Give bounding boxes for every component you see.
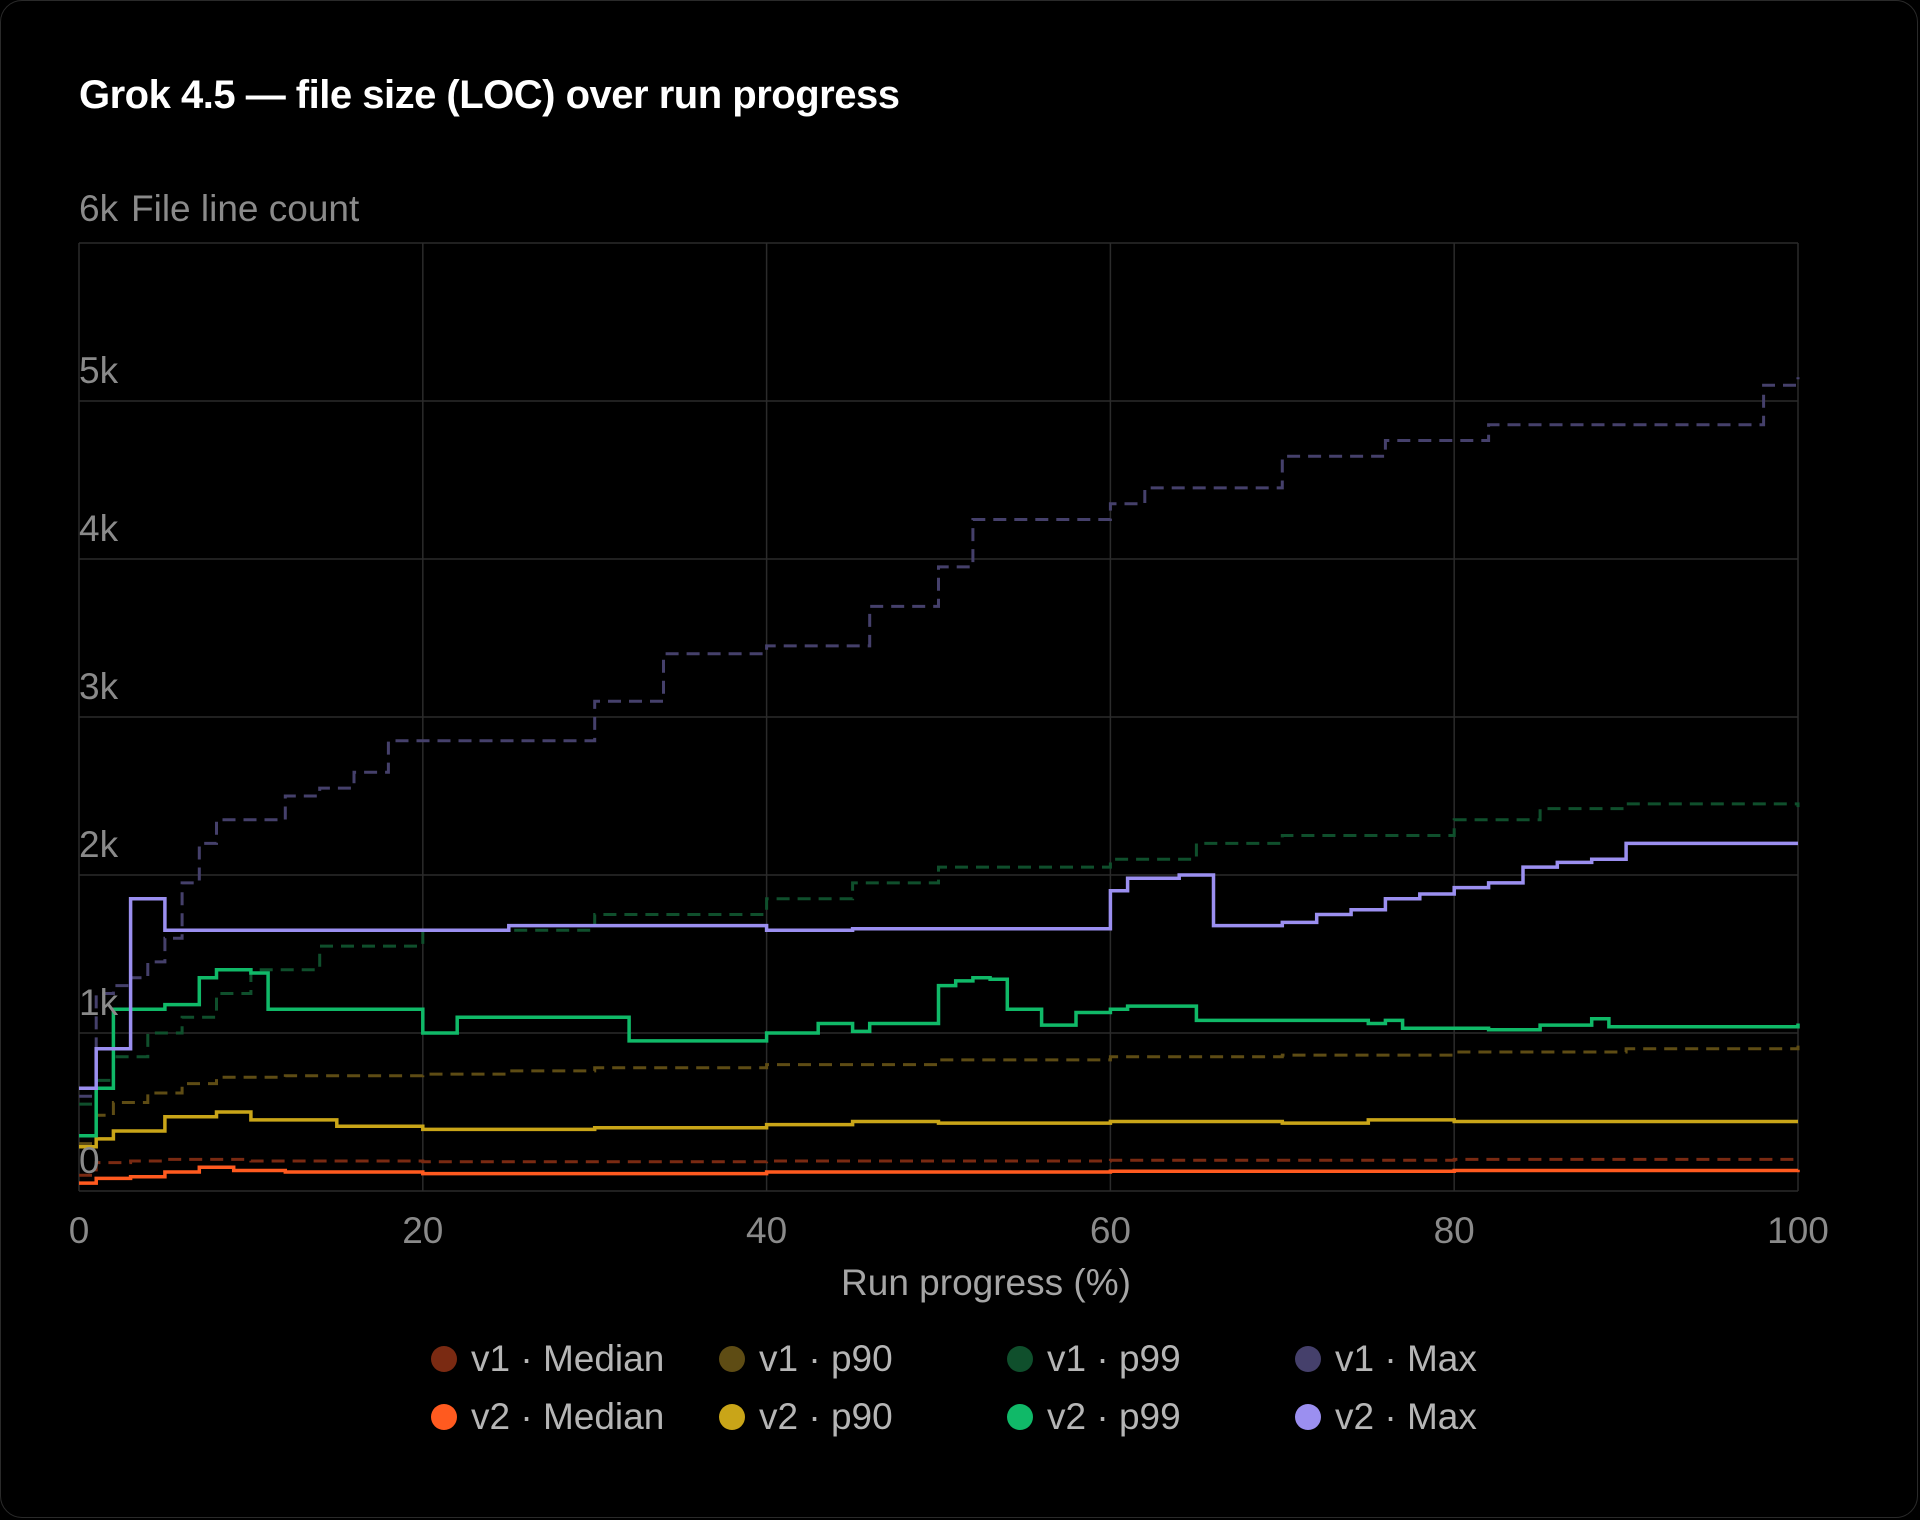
series-line-v1-p90 — [79, 1045, 1800, 1146]
x-tick-label: 60 — [1090, 1210, 1131, 1251]
x-tick-label: 40 — [746, 1210, 787, 1251]
x-tick-label: 20 — [402, 1210, 443, 1251]
legend-item[interactable]: v1 · Median — [431, 1338, 719, 1379]
x-tick-label: 80 — [1434, 1210, 1475, 1251]
y-tick-label: 5k — [79, 350, 119, 391]
y-tick-label: 1k — [79, 982, 119, 1023]
series-line-v1-max — [79, 377, 1800, 1098]
series-line-v2-median — [79, 1165, 1800, 1185]
x-tick-label: 0 — [69, 1210, 90, 1251]
x-tick-label: 100 — [1767, 1210, 1829, 1251]
legend-label: v2 · Max — [1335, 1396, 1477, 1437]
legend-label: v1 · p90 — [759, 1338, 893, 1379]
legend-item[interactable]: v2 · Max — [1295, 1396, 1551, 1437]
legend-swatch — [719, 1346, 745, 1372]
series-line-v1-median — [79, 1157, 1800, 1177]
series-line-v2-p90 — [79, 1110, 1798, 1149]
legend-label: v2 · Median — [471, 1396, 665, 1437]
y-tick-label: 6k — [79, 188, 119, 229]
legend-label: v2 · p90 — [759, 1396, 893, 1437]
legend-label: v2 · p99 — [1047, 1396, 1181, 1437]
legend-label: v1 · Median — [471, 1338, 665, 1379]
legend-item[interactable]: v1 · p90 — [719, 1338, 1007, 1379]
y-tick-label: 2k — [79, 824, 119, 865]
series-lines — [79, 377, 1800, 1185]
y-tick-label: 4k — [79, 508, 119, 549]
x-axis-label: Run progress (%) — [841, 1262, 1131, 1303]
legend-swatch — [1007, 1346, 1033, 1372]
legend-item[interactable]: v1 · p99 — [1007, 1338, 1295, 1379]
legend: v1 · Median v1 · p90 v1 · p99 v1 · Max v2 · … — [431, 1338, 1551, 1437]
chart-title: Grok 4.5 — file size (LOC) over run prog… — [79, 73, 900, 117]
legend-item[interactable]: v2 · p99 — [1007, 1396, 1295, 1437]
legend-swatch — [431, 1404, 457, 1430]
legend-swatch — [1007, 1404, 1033, 1430]
legend-label: v1 · Max — [1335, 1338, 1477, 1379]
series-line-v2-max — [79, 841, 1798, 1091]
legend-item[interactable]: v2 · p90 — [719, 1396, 1007, 1437]
y-axis-label: File line count — [131, 188, 360, 229]
legend-item[interactable]: v2 · Median — [431, 1396, 719, 1437]
legend-swatch — [1295, 1346, 1321, 1372]
y-tick-label: 0 — [79, 1140, 100, 1181]
series-line-v1-p99 — [79, 802, 1800, 1106]
series-line-v2-p99 — [79, 968, 1800, 1138]
y-tick-label: 3k — [79, 666, 119, 707]
legend-label: v1 · p99 — [1047, 1338, 1181, 1379]
grid — [78, 242, 1799, 1192]
legend-swatch — [1295, 1404, 1321, 1430]
legend-swatch — [431, 1346, 457, 1372]
legend-swatch — [719, 1404, 745, 1430]
axis-ticks: 0 1k 2k 3k 4k 5k 6k 0 20 40 60 80 100 — [69, 188, 1829, 1251]
legend-item[interactable]: v1 · Max — [1295, 1338, 1551, 1379]
